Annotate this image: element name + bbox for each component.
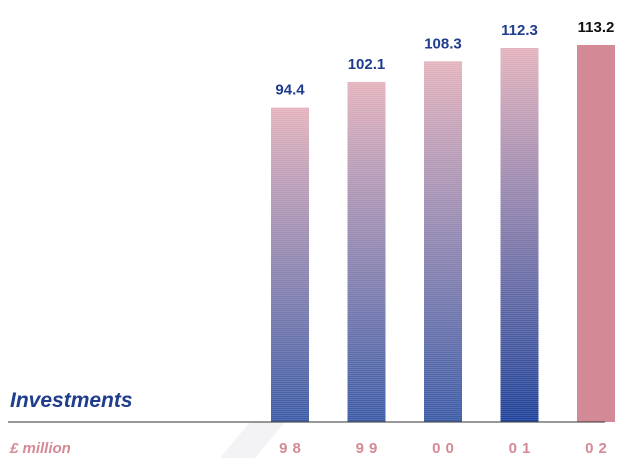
x-tick-labels-group: 98 99 00 01 02: [279, 440, 612, 457]
bar-02: [577, 45, 615, 422]
bar-texture-98: [271, 107, 309, 423]
value-label-02: 113.2: [578, 19, 615, 36]
value-label-01: 112.3: [501, 22, 538, 39]
x-tick-label-00: 00: [432, 440, 459, 457]
bar-texture-99: [347, 81, 386, 422]
bar-texture-01: [500, 47, 539, 423]
value-label-00: 108.3: [424, 35, 462, 52]
x-tick-label-98: 98: [279, 440, 306, 457]
value-label-98: 94.4: [275, 82, 305, 99]
x-tick-label-02: 02: [585, 440, 612, 457]
chart-title: Investments: [10, 389, 133, 412]
bars-group: [271, 45, 615, 423]
unit-label: £ million: [9, 440, 71, 457]
bar-texture-00: [424, 61, 462, 422]
watermark-shape: [220, 422, 285, 458]
x-tick-label-99: 99: [356, 440, 383, 457]
x-tick-label-01: 01: [509, 440, 536, 457]
value-label-99: 102.1: [348, 56, 386, 73]
value-labels-group: 94.4 102.1 108.3 112.3 113.2: [275, 19, 614, 99]
